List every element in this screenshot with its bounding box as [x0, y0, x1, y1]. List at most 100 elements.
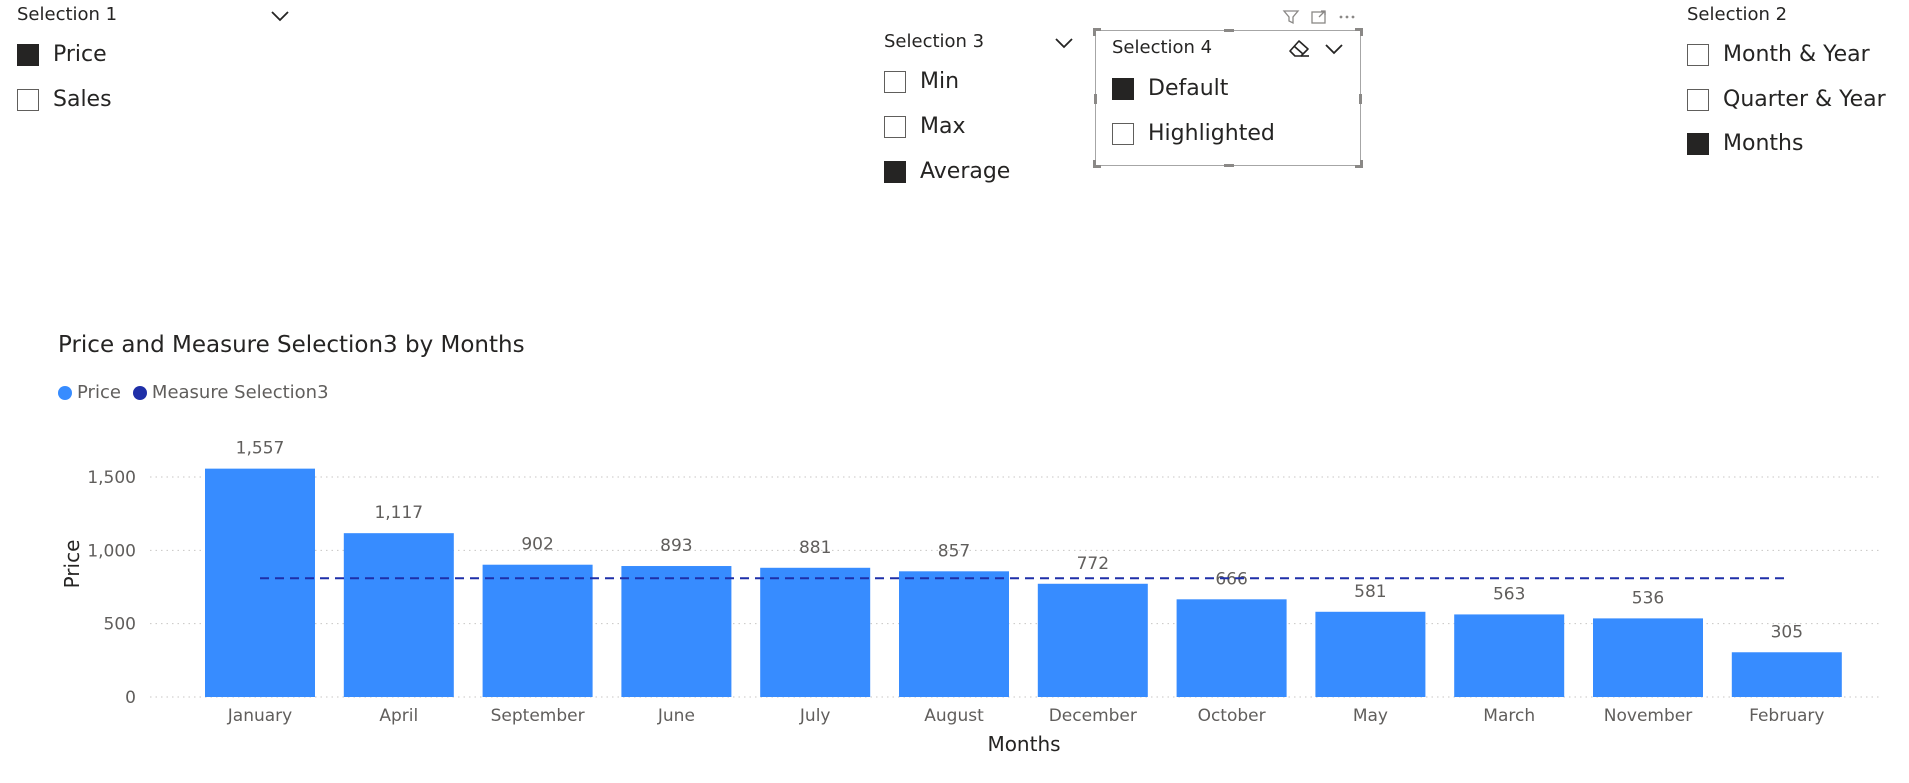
option-default[interactable]: Default: [1112, 76, 1228, 101]
y-tick-label: 1,000: [87, 541, 136, 561]
option-label: Sales: [53, 87, 112, 112]
selection-frame: [1093, 28, 1363, 168]
bar-price: [482, 564, 593, 697]
option-label: Average: [920, 159, 1011, 184]
checkbox[interactable]: [1687, 43, 1709, 66]
checkbox[interactable]: [884, 70, 906, 93]
option-price[interactable]: Price: [17, 42, 107, 67]
eraser-icon[interactable]: [1287, 37, 1311, 59]
y-tick-label: 0: [125, 688, 136, 708]
slicer-title: Selection 2: [1687, 4, 1788, 25]
resize-handle[interactable]: [1093, 160, 1096, 168]
x-tick-label: February: [1749, 706, 1824, 726]
checkbox[interactable]: [884, 115, 906, 138]
chart-legend: Price Measure Selection3: [58, 382, 341, 403]
bar-price: [621, 566, 732, 697]
y-axis-title: Price: [60, 540, 84, 589]
x-tick-label: July: [799, 706, 831, 726]
bar-price: [343, 533, 454, 697]
x-tick-label: January: [227, 706, 292, 726]
resize-handle[interactable]: [1093, 28, 1101, 31]
option-sales[interactable]: Sales: [17, 87, 112, 112]
option-label: Quarter & Year: [1723, 87, 1886, 112]
data-label: 1,557: [236, 439, 285, 459]
chart-title: Price and Measure Selection3 by Months: [58, 332, 525, 358]
option-average[interactable]: Average: [884, 159, 1010, 184]
option-max[interactable]: Max: [884, 114, 965, 139]
option-label: Default: [1148, 76, 1229, 101]
data-label: 772: [1077, 554, 1109, 574]
resize-handle[interactable]: [1093, 28, 1096, 36]
option-min[interactable]: Min: [884, 69, 959, 94]
checkbox[interactable]: [1112, 122, 1134, 145]
data-label: 881: [799, 538, 831, 558]
option-label: Month & Year: [1723, 42, 1870, 67]
resize-handle[interactable]: [1359, 94, 1362, 104]
legend-item-price[interactable]: Price: [58, 382, 121, 403]
bar-price: [899, 571, 1009, 697]
checkbox[interactable]: [17, 43, 39, 66]
data-label: 893: [660, 536, 692, 556]
option-label: Max: [920, 114, 966, 139]
chevron-down-icon[interactable]: [1055, 37, 1073, 49]
y-tick-label: 1,500: [87, 468, 136, 488]
bar-price: [1037, 583, 1148, 697]
data-label: 536: [1632, 588, 1664, 608]
x-tick-label: April: [379, 706, 418, 726]
checkbox[interactable]: [884, 160, 906, 183]
data-label: 857: [938, 541, 970, 561]
checkbox[interactable]: [1687, 132, 1709, 155]
slicer-title: Selection 3: [884, 31, 985, 52]
x-tick-label: March: [1483, 706, 1535, 726]
data-label: 902: [521, 535, 553, 555]
filter-icon[interactable]: [1282, 8, 1300, 26]
focus-mode-icon[interactable]: [1310, 8, 1328, 26]
more-options-icon[interactable]: [1338, 8, 1356, 26]
slicer-title: Selection 1: [17, 4, 118, 25]
resize-handle[interactable]: [1093, 165, 1101, 168]
resize-handle[interactable]: [1360, 160, 1363, 168]
option-quarter-year[interactable]: Quarter & Year: [1687, 87, 1886, 112]
option-months[interactable]: Months: [1687, 131, 1803, 156]
data-label: 581: [1354, 582, 1386, 602]
option-highlighted[interactable]: Highlighted: [1112, 121, 1275, 146]
bar-price: [1454, 614, 1565, 697]
data-label: 1,117: [374, 503, 423, 523]
x-tick-label: October: [1198, 706, 1266, 726]
x-tick-label: December: [1049, 706, 1137, 726]
bar-price: [1731, 652, 1842, 697]
x-tick-label: June: [657, 706, 695, 726]
bar-price: [1315, 611, 1426, 697]
checkbox[interactable]: [1112, 77, 1134, 100]
option-label: Min: [920, 69, 960, 94]
chevron-down-icon[interactable]: [1325, 43, 1343, 55]
checkbox[interactable]: [1687, 88, 1709, 111]
data-label: 305: [1771, 622, 1803, 642]
bar-price: [205, 468, 315, 697]
option-label: Months: [1723, 131, 1804, 156]
x-tick-label: May: [1353, 706, 1388, 726]
option-label: Price: [53, 42, 107, 67]
x-tick-label: November: [1604, 706, 1692, 726]
checkbox[interactable]: [17, 88, 39, 111]
resize-handle[interactable]: [1355, 165, 1363, 168]
legend-marker: [58, 385, 72, 400]
legend-label: Measure Selection3: [151, 382, 329, 403]
data-label: 563: [1493, 584, 1525, 604]
legend-item-measure[interactable]: Measure Selection3: [132, 382, 329, 403]
resize-handle[interactable]: [1094, 94, 1097, 104]
bar-price: [760, 567, 871, 697]
x-tick-label: September: [491, 706, 585, 726]
resize-handle[interactable]: [1360, 28, 1363, 36]
x-tick-label: August: [924, 706, 984, 726]
resize-handle[interactable]: [1224, 29, 1234, 32]
option-month-year[interactable]: Month & Year: [1687, 42, 1870, 67]
legend-label: Price: [77, 382, 121, 403]
y-tick-label: 500: [104, 615, 136, 635]
option-label: Highlighted: [1148, 121, 1275, 146]
resize-handle[interactable]: [1224, 164, 1234, 167]
resize-handle[interactable]: [1355, 28, 1363, 31]
chevron-down-icon[interactable]: [271, 10, 289, 22]
slicer-title: Selection 4: [1112, 37, 1213, 58]
bar-price: [1176, 599, 1287, 697]
